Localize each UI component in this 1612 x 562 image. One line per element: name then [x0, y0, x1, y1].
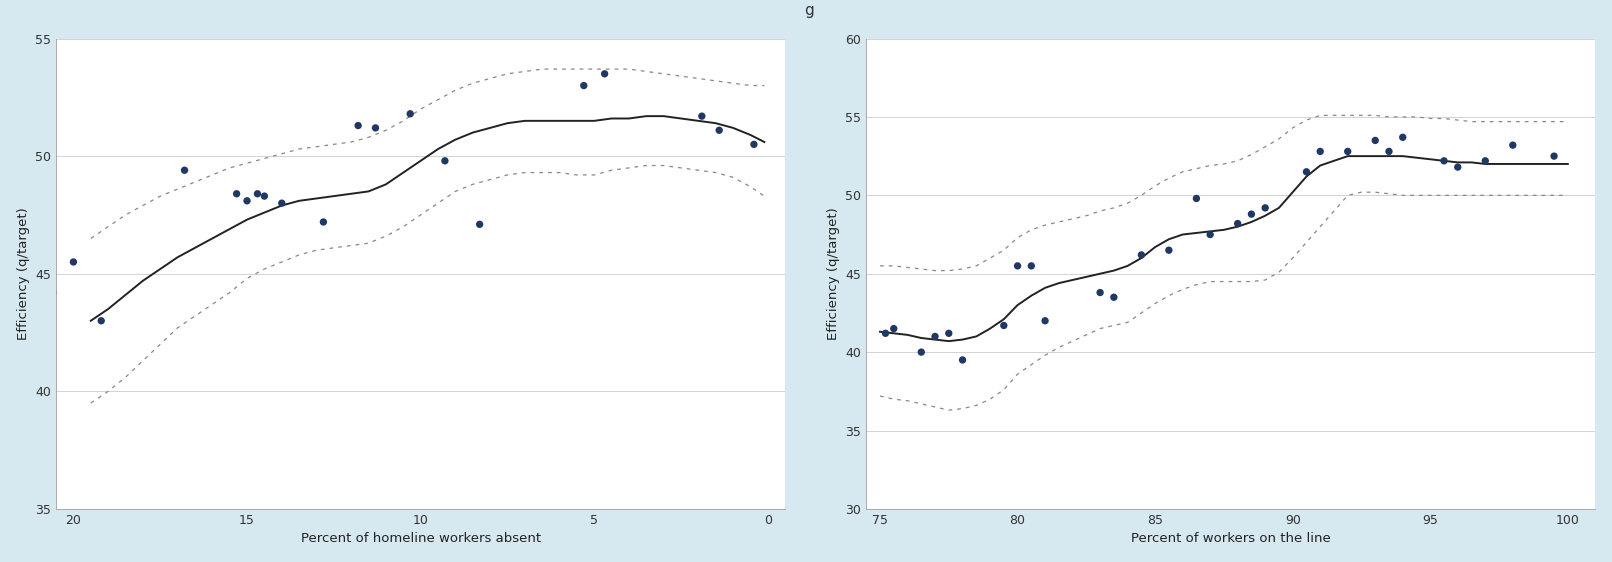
Point: [171, 166, 197, 175]
Point: [245, 189, 271, 198]
Point: [251, 192, 277, 201]
Point: [1086, 288, 1112, 297]
Point: [949, 355, 975, 364]
Y-axis label: Efficiency (q/target): Efficiency (q/target): [16, 207, 29, 340]
Point: [872, 329, 898, 338]
Point: [1101, 293, 1127, 302]
Point: [688, 112, 714, 121]
Point: [1541, 152, 1567, 161]
Point: [937, 329, 962, 338]
Point: [1307, 147, 1333, 156]
Point: [742, 140, 767, 149]
Text: g: g: [804, 3, 814, 18]
Point: [592, 69, 617, 78]
Point: [1156, 246, 1182, 255]
Point: [1032, 316, 1057, 325]
Point: [880, 324, 906, 333]
Point: [909, 348, 935, 357]
Point: [1019, 261, 1045, 270]
Point: [991, 321, 1017, 330]
X-axis label: Percent of workers on the line: Percent of workers on the line: [1132, 532, 1330, 545]
Point: [311, 217, 337, 226]
Point: [1444, 162, 1470, 171]
Point: [1183, 194, 1209, 203]
Point: [706, 126, 732, 135]
Point: [0, 180, 10, 189]
Point: [1431, 156, 1457, 165]
Point: [363, 124, 388, 133]
Point: [1390, 133, 1415, 142]
Point: [1238, 210, 1264, 219]
Point: [432, 156, 458, 165]
Point: [345, 121, 371, 130]
Point: [89, 316, 114, 325]
Point: [224, 189, 250, 198]
Point: [61, 257, 87, 266]
Point: [922, 332, 948, 341]
Point: [1335, 147, 1361, 156]
Point: [1198, 230, 1224, 239]
Point: [234, 196, 260, 205]
X-axis label: Percent of homeline workers absent: Percent of homeline workers absent: [300, 532, 540, 545]
Y-axis label: Efficiency (q/target): Efficiency (q/target): [827, 207, 840, 340]
Point: [1225, 219, 1251, 228]
Point: [1253, 203, 1278, 212]
Point: [1004, 261, 1030, 270]
Point: [1362, 136, 1388, 145]
Point: [40, 288, 66, 297]
Point: [571, 81, 596, 90]
Point: [1128, 251, 1154, 260]
Point: [8, 210, 34, 219]
Point: [467, 220, 493, 229]
Point: [397, 109, 422, 118]
Point: [1377, 147, 1402, 156]
Point: [1472, 156, 1498, 165]
Point: [1499, 140, 1525, 149]
Point: [269, 199, 295, 208]
Point: [1293, 167, 1319, 176]
